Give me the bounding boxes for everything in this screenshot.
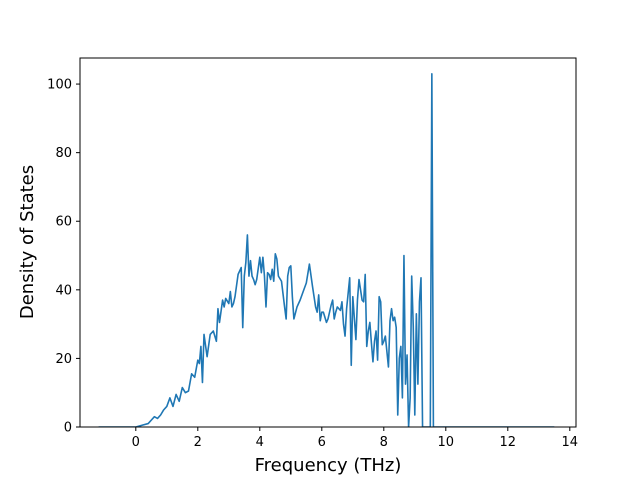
x-tick-label: 0 [132,435,140,450]
y-tick-label: 80 [55,146,72,161]
x-tick-label: 2 [194,435,202,450]
y-tick-label: 0 [64,421,72,436]
x-axis-label: Frequency (THz) [255,455,402,476]
y-tick-label: 100 [47,78,72,93]
x-tick-label: 8 [380,435,388,450]
x-tick-label: 12 [500,435,517,450]
x-tick-label: 10 [438,435,455,450]
y-axis-label: Density of States [17,165,38,319]
axis-ticks: 0 2 4 6 8 10 12 14 0 20 40 60 80 100 [47,78,578,450]
series-line-0 [98,72,555,427]
x-tick-label: 4 [256,435,264,450]
y-tick-label: 20 [55,352,72,367]
plot-area [79,57,577,428]
plot-frame [79,57,577,428]
y-tick-label: 40 [55,283,72,298]
x-tick-label: 14 [562,435,579,450]
x-tick-label: 6 [318,435,326,450]
y-tick-label: 60 [55,215,72,230]
